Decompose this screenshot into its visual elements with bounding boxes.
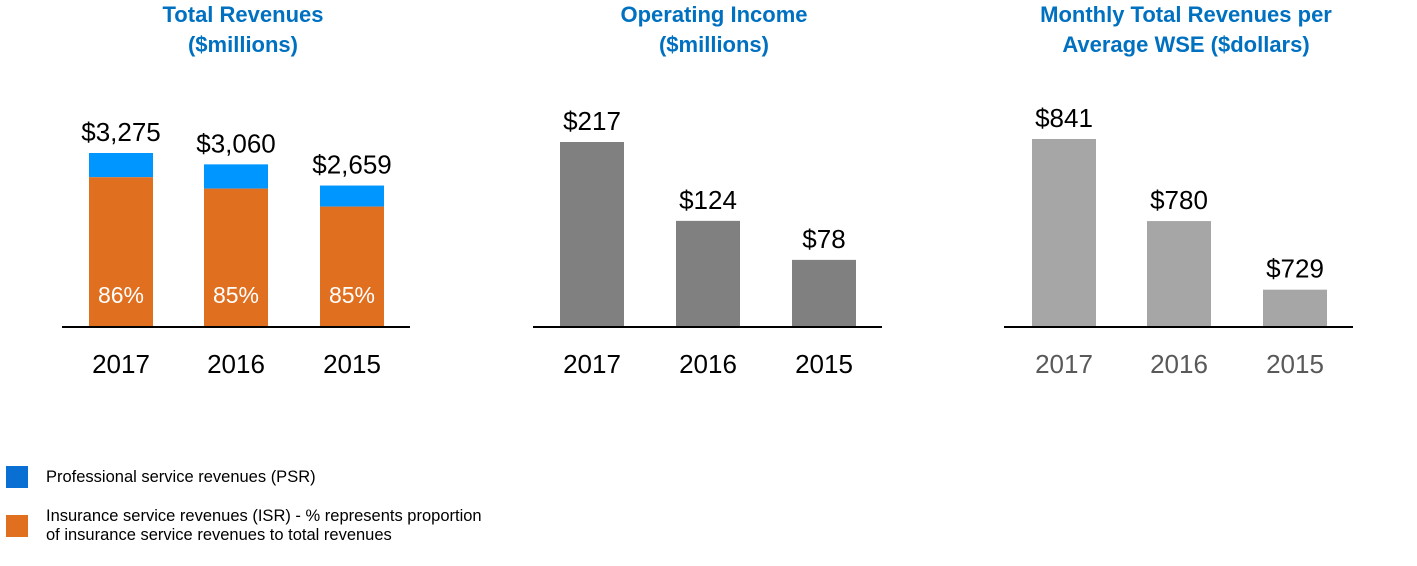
chart-title-line: Operating Income bbox=[620, 2, 807, 27]
bar bbox=[1263, 289, 1327, 326]
year-label: 2016 bbox=[679, 349, 737, 379]
year-label: 2017 bbox=[1035, 349, 1093, 379]
bar-isr bbox=[320, 206, 384, 326]
bar-psr bbox=[320, 185, 384, 207]
value-label: $3,275 bbox=[81, 117, 161, 147]
chart-title-line: ($millions) bbox=[188, 32, 298, 57]
legend-label-isr: Insurance service revenues (ISR) - % rep… bbox=[46, 507, 482, 544]
legend-swatch-psr bbox=[6, 466, 28, 488]
bar bbox=[1147, 221, 1211, 326]
value-label: $841 bbox=[1035, 103, 1093, 133]
value-label: $3,060 bbox=[196, 128, 276, 158]
value-label: $780 bbox=[1150, 185, 1208, 215]
value-label: $124 bbox=[679, 185, 737, 215]
bar-isr bbox=[204, 188, 268, 326]
bar-isr bbox=[89, 177, 153, 326]
chart-title-line: Monthly Total Revenues per bbox=[1040, 2, 1332, 27]
bar bbox=[676, 220, 740, 326]
year-label: 2016 bbox=[1150, 349, 1208, 379]
year-label: 2015 bbox=[323, 349, 381, 379]
legend-label-psr: Professional service revenues (PSR) bbox=[46, 467, 316, 486]
value-label: $729 bbox=[1266, 254, 1324, 284]
bar-psr bbox=[89, 153, 153, 178]
value-label: $2,659 bbox=[312, 150, 392, 180]
value-label: $78 bbox=[802, 224, 845, 254]
isr-percent-label: 86% bbox=[98, 282, 144, 308]
year-label: 2016 bbox=[207, 349, 265, 379]
value-label: $217 bbox=[563, 106, 621, 136]
legend-swatch-isr bbox=[6, 515, 28, 537]
bar bbox=[560, 142, 624, 326]
bar-psr bbox=[204, 164, 268, 189]
isr-percent-label: 85% bbox=[213, 282, 259, 308]
chart-title-line: Average WSE ($dollars) bbox=[1062, 32, 1309, 57]
year-label: 2015 bbox=[795, 349, 853, 379]
chart-title-line: Total Revenues bbox=[163, 2, 324, 27]
legend-item-psr: Professional service revenues (PSR) bbox=[6, 466, 316, 488]
chart-title-line: ($millions) bbox=[659, 32, 769, 57]
year-label: 2017 bbox=[563, 349, 621, 379]
bar bbox=[1032, 139, 1096, 326]
legend-item-isr: Insurance service revenues (ISR) - % rep… bbox=[6, 507, 486, 545]
year-label: 2015 bbox=[1266, 349, 1324, 379]
year-label: 2017 bbox=[92, 349, 150, 379]
bar bbox=[792, 259, 856, 326]
isr-percent-label: 85% bbox=[329, 282, 375, 308]
